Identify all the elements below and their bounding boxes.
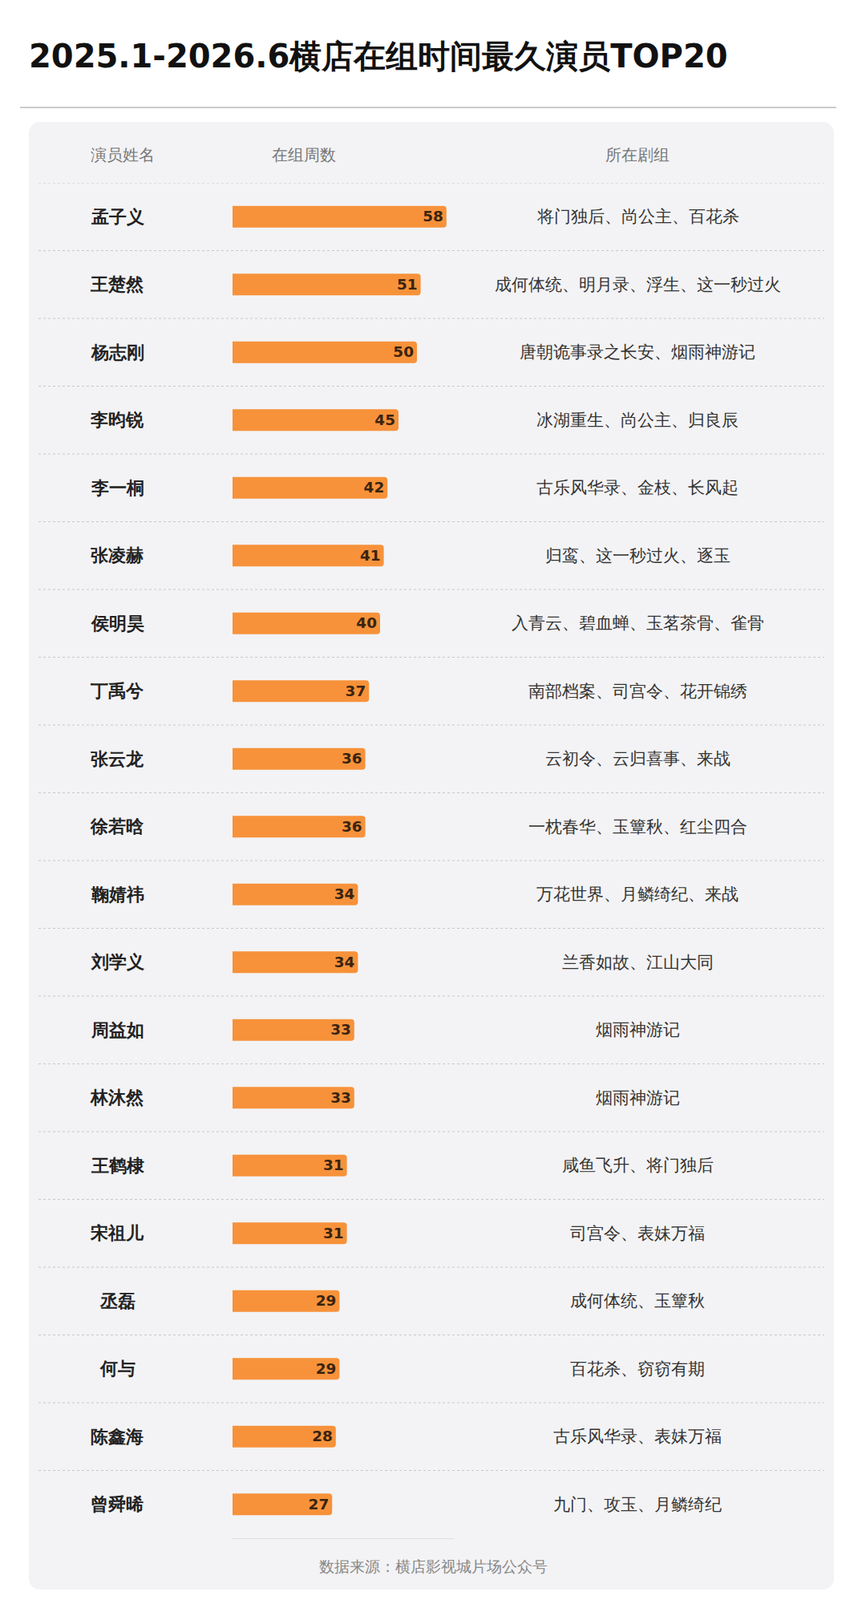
svg-text:咸鱼飞升、将门独后: 咸鱼飞升、将门独后 xyxy=(562,1155,714,1175)
svg-text:37: 37 xyxy=(345,682,367,700)
svg-text:烟雨神游记: 烟雨神游记 xyxy=(595,1019,680,1040)
svg-text:45: 45 xyxy=(374,411,396,429)
svg-text:侯明昊: 侯明昊 xyxy=(90,613,145,634)
svg-text:归鸾、这一秒过火、逐玉: 归鸾、这一秒过火、逐玉 xyxy=(545,546,731,566)
svg-text:33: 33 xyxy=(330,1020,352,1038)
svg-text:杨志刚: 杨志刚 xyxy=(90,342,145,363)
svg-text:南部档案、司宫令、花开锦绣: 南部档案、司宫令、花开锦绣 xyxy=(528,681,748,701)
svg-text:29: 29 xyxy=(315,1291,337,1309)
svg-text:2025.1-2026.6横店在组时间最久演员TOP20: 2025.1-2026.6横店在组时间最久演员TOP20 xyxy=(28,37,729,75)
svg-text:成何体统、玉簟秋: 成何体统、玉簟秋 xyxy=(570,1290,705,1311)
svg-text:冰湖重生、尚公主、归良辰: 冰湖重生、尚公主、归良辰 xyxy=(536,410,739,430)
svg-text:27: 27 xyxy=(308,1495,330,1513)
svg-text:李昀锐: 李昀锐 xyxy=(89,409,145,430)
svg-text:丞磊: 丞磊 xyxy=(99,1290,136,1312)
svg-text:古乐风华录、表妹万福: 古乐风华录、表妹万福 xyxy=(553,1426,722,1446)
svg-text:31: 31 xyxy=(323,1156,344,1174)
svg-text:徐若晗: 徐若晗 xyxy=(89,816,145,837)
svg-text:33: 33 xyxy=(330,1088,352,1106)
svg-text:41: 41 xyxy=(360,546,381,564)
svg-text:兰香如故、江山大同: 兰香如故、江山大同 xyxy=(562,952,714,972)
svg-text:58: 58 xyxy=(422,207,444,225)
svg-text:51: 51 xyxy=(396,275,418,293)
svg-text:鞠婧祎: 鞠婧祎 xyxy=(90,884,145,905)
svg-text:周益如: 周益如 xyxy=(90,1019,145,1041)
svg-text:50: 50 xyxy=(392,343,414,361)
svg-text:百花杀、窃窃有期: 百花杀、窃窃有期 xyxy=(570,1359,705,1379)
svg-text:王楚然: 王楚然 xyxy=(89,274,145,295)
svg-text:张云龙: 张云龙 xyxy=(90,748,145,769)
svg-text:司宫令、表妹万福: 司宫令、表妹万福 xyxy=(570,1223,705,1243)
svg-text:演员姓名: 演员姓名 xyxy=(90,145,155,165)
svg-text:林沐然: 林沐然 xyxy=(89,1087,145,1108)
svg-text:36: 36 xyxy=(341,817,363,835)
svg-text:张凌赫: 张凌赫 xyxy=(90,545,144,566)
svg-text:成何体统、明月录、浮生、这一秒过火: 成何体统、明月录、浮生、这一秒过火 xyxy=(494,275,782,295)
svg-text:所在剧组: 所在剧组 xyxy=(605,145,670,165)
svg-text:40: 40 xyxy=(356,614,377,632)
svg-text:29: 29 xyxy=(315,1359,337,1377)
svg-text:将门独后、尚公主、百花杀: 将门独后、尚公主、百花杀 xyxy=(536,206,740,227)
svg-text:刘学义: 刘学义 xyxy=(90,951,145,972)
svg-text:34: 34 xyxy=(334,953,356,971)
svg-text:数据来源：横店影视城片场公众号: 数据来源：横店影视城片场公众号 xyxy=(319,1557,548,1575)
svg-text:宋祖儿: 宋祖儿 xyxy=(89,1222,145,1243)
svg-text:曾舜晞: 曾舜晞 xyxy=(90,1493,144,1514)
svg-text:在组周数: 在组周数 xyxy=(271,145,336,165)
svg-text:一枕春华、玉簟秋、红尘四合: 一枕春华、玉簟秋、红尘四合 xyxy=(528,817,748,837)
svg-text:九门、攻玉、月鳞绮纪: 九门、攻玉、月鳞绮纪 xyxy=(553,1494,722,1514)
svg-text:31: 31 xyxy=(323,1224,344,1242)
svg-text:42: 42 xyxy=(364,478,385,496)
svg-text:李一桐: 李一桐 xyxy=(90,477,145,498)
svg-text:王鹤棣: 王鹤棣 xyxy=(90,1155,145,1176)
svg-text:万花世界、月鳞绮纪、来战: 万花世界、月鳞绮纪、来战 xyxy=(536,884,739,904)
svg-text:烟雨神游记: 烟雨神游记 xyxy=(595,1088,680,1108)
svg-text:28: 28 xyxy=(311,1427,333,1445)
svg-text:云初令、云归喜事、来战: 云初令、云归喜事、来战 xyxy=(545,748,731,769)
svg-text:陈鑫海: 陈鑫海 xyxy=(90,1426,144,1447)
svg-text:孟子义: 孟子义 xyxy=(90,206,145,227)
svg-text:何与: 何与 xyxy=(99,1358,136,1379)
svg-text:唐朝诡事录之长安、烟雨神游记: 唐朝诡事录之长安、烟雨神游记 xyxy=(519,342,756,362)
svg-text:入青云、碧血蝉、玉茗茶骨、雀骨: 入青云、碧血蝉、玉茗茶骨、雀骨 xyxy=(511,613,765,633)
svg-text:34: 34 xyxy=(334,885,356,903)
svg-text:36: 36 xyxy=(341,749,363,767)
svg-text:丁禹兮: 丁禹兮 xyxy=(89,680,145,701)
svg-text:古乐风华录、金枝、长风起: 古乐风华录、金枝、长风起 xyxy=(536,477,739,498)
